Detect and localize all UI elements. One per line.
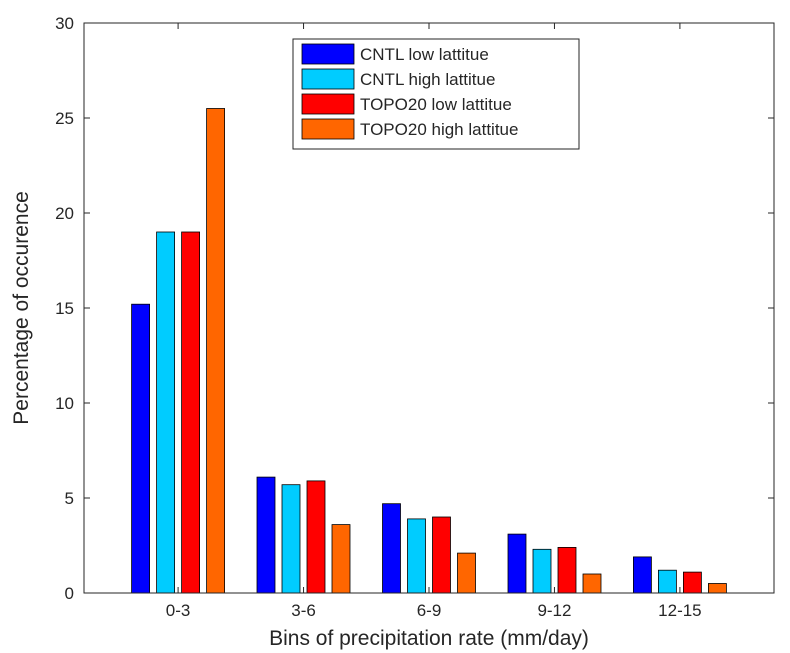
bar-3-4 [708,583,727,594]
bar-1-1 [281,484,301,594]
y-tick-label: 20 [55,204,74,223]
legend-label-0: CNTL low lattitue [360,45,489,64]
bar-0-3 [507,533,527,594]
legend-swatch-3 [301,118,355,140]
bar-2-4 [683,571,702,594]
legend-swatch-1 [301,68,355,90]
bar-2-0 [181,231,201,594]
bar-1-3 [532,548,552,594]
bar-0-0 [131,303,151,594]
x-tick-label: 6-9 [417,601,442,620]
legend: CNTL low lattitue CNTL high lattitue TOPO2… [292,38,580,150]
bar-1-4 [658,569,677,594]
bar-2-2 [432,516,451,594]
x-tick-label: 0-3 [166,601,191,620]
x-tick-label: 12-15 [658,601,701,620]
bar-0-2 [382,503,401,594]
bar-1-0 [156,231,176,594]
x-tick-label: 3-6 [291,601,316,620]
bar-3-2 [457,552,476,594]
legend-label-3: TOPO20 high lattitue [360,120,518,139]
legend-swatch-2 [301,93,355,115]
legend-label-1: CNTL high lattitue [360,70,495,89]
bars-group [131,108,727,594]
bar-2-3 [557,547,577,594]
bar-0-1 [256,476,276,594]
y-tick-label: 5 [65,489,74,508]
y-axis: 0 5 10 15 20 25 30 [55,14,774,603]
x-tick-label: 9-12 [537,601,571,620]
y-axis-title: Percentage of occurence [10,191,33,424]
y-tick-label: 10 [55,394,74,413]
x-axis-title: Bins of precipitation rate (mm/day) [269,627,589,650]
y-tick-label: 25 [55,109,74,128]
bar-0-4 [633,556,652,594]
bar-3-0 [206,108,226,594]
x-axis: 0-3 3-6 6-9 9-12 12-15 [166,23,702,620]
y-tick-label: 30 [55,14,74,33]
y-tick-label: 15 [55,299,74,318]
bar-2-1 [306,480,326,594]
bar-1-2 [407,518,426,594]
bar-3-3 [582,573,602,594]
y-tick-label: 0 [65,584,74,603]
bar-3-1 [331,524,351,594]
legend-swatch-0 [301,43,355,65]
legend-label-2: TOPO20 low lattitue [360,95,512,114]
